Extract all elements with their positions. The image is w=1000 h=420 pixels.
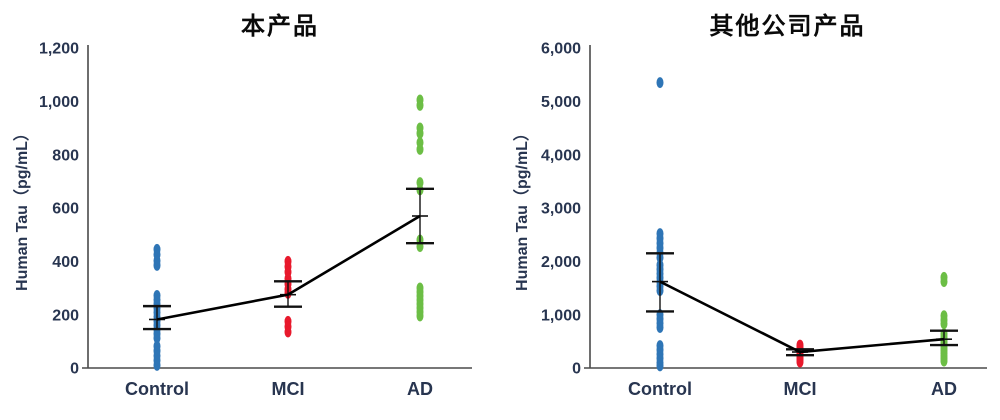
y-tick-label: 6,000 — [541, 41, 581, 58]
data-point-ad — [416, 310, 424, 322]
data-point-control — [656, 321, 664, 333]
data-point-mci — [284, 326, 292, 338]
data-point-control — [656, 77, 664, 89]
data-point-control — [153, 332, 161, 344]
scatter-plot-other-company: 0 1,000 2,000 3,000 4,000 5,000 6,000 Control MC… — [541, 41, 987, 399]
data-point-mci — [796, 356, 804, 368]
chart-other-company: 其他公司产品 Human Tau（pg/mL） 0 1,000 2,000 3,000… — [500, 0, 1000, 420]
data-point-ad — [940, 318, 948, 330]
y-tick-label: 200 — [52, 307, 79, 324]
y-tick-label: 400 — [52, 254, 79, 271]
scatter-plot-own-product: 0 200 400 600 800 1,000 1,200 Control MCI AD — [39, 41, 472, 399]
chart-title: 其他公司产品 — [709, 13, 866, 40]
y-tick-label: 4,000 — [541, 147, 581, 164]
trend-line — [659, 280, 945, 354]
data-point-control — [153, 359, 161, 371]
data-point-control — [153, 259, 161, 271]
data-point-ad — [416, 99, 424, 111]
y-tick-label: 1,000 — [541, 307, 581, 324]
chart-title: 本产品 — [241, 13, 319, 40]
x-category-label: MCI — [272, 379, 305, 399]
y-tick-label: 0 — [70, 361, 79, 378]
x-category-label: Control — [628, 379, 692, 399]
chart-own-product: 本产品 Human Tau（pg/mL） 0 200 400 600 800 1,000 1… — [14, 13, 472, 399]
y-tick-label: 800 — [52, 147, 79, 164]
trend-line — [156, 214, 421, 321]
x-category-label: AD — [931, 379, 957, 399]
x-category-label: AD — [407, 379, 433, 399]
data-point-ad — [940, 276, 948, 288]
x-category-label: Control — [125, 379, 189, 399]
y-tick-label: 3,000 — [541, 201, 581, 218]
y-tick-label: 1,200 — [39, 41, 79, 58]
y-tick-label: 1,000 — [39, 94, 79, 111]
y-tick-label: 0 — [572, 361, 581, 378]
y-tick-label: 2,000 — [541, 254, 581, 271]
y-tick-label: 5,000 — [541, 94, 581, 111]
data-point-control — [656, 360, 664, 372]
data-point-ad — [416, 143, 424, 155]
y-tick-label: 600 — [52, 201, 79, 218]
data-point-ad — [940, 355, 948, 367]
x-category-label: MCI — [784, 379, 817, 399]
data-point-ad — [416, 127, 424, 139]
